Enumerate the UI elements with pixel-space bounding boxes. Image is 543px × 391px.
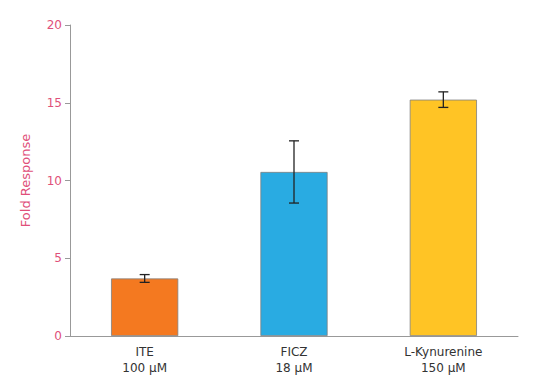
svg-text:ITE: ITE — [135, 345, 153, 359]
svg-text:20: 20 — [47, 18, 62, 32]
svg-text:0: 0 — [54, 329, 62, 343]
svg-text:L-Kynurenine: L-Kynurenine — [404, 345, 482, 359]
svg-text:Fold Response: Fold Response — [18, 134, 33, 227]
svg-text:FICZ: FICZ — [280, 345, 307, 359]
svg-text:150 μM: 150 μM — [421, 361, 466, 375]
svg-text:10: 10 — [47, 174, 62, 188]
svg-text:15: 15 — [47, 96, 62, 110]
svg-text:18 μM: 18 μM — [275, 361, 312, 375]
svg-text:5: 5 — [54, 251, 62, 265]
svg-text:100 μM: 100 μM — [122, 361, 167, 375]
